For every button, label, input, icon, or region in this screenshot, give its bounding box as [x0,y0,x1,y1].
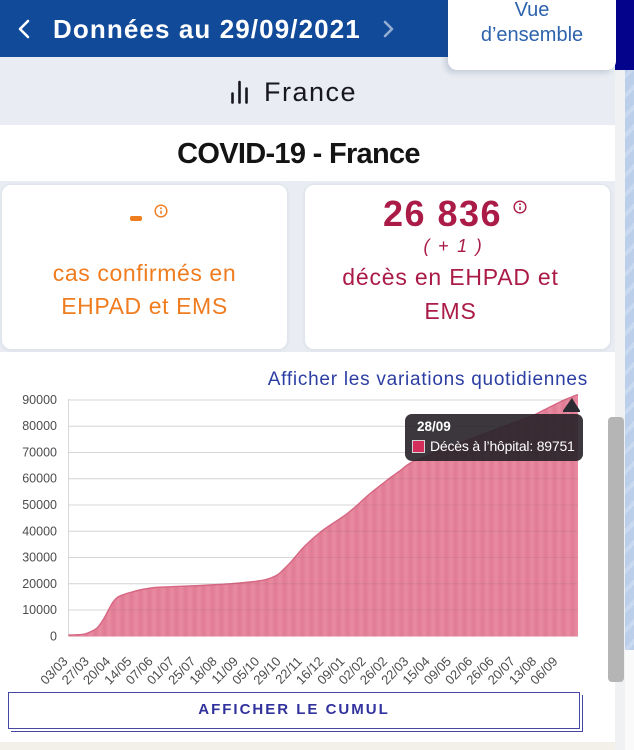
svg-text:10000: 10000 [22,603,57,617]
svg-text:30000: 30000 [22,551,57,565]
svg-text:20000: 20000 [22,577,57,591]
svg-text:60000: 60000 [22,472,57,486]
svg-text:50000: 50000 [22,498,57,512]
svg-text:70000: 70000 [22,446,57,460]
svg-text:90000: 90000 [22,393,57,407]
svg-text:0: 0 [50,629,57,643]
svg-text:40000: 40000 [22,524,57,538]
svg-text:80000: 80000 [22,419,57,433]
